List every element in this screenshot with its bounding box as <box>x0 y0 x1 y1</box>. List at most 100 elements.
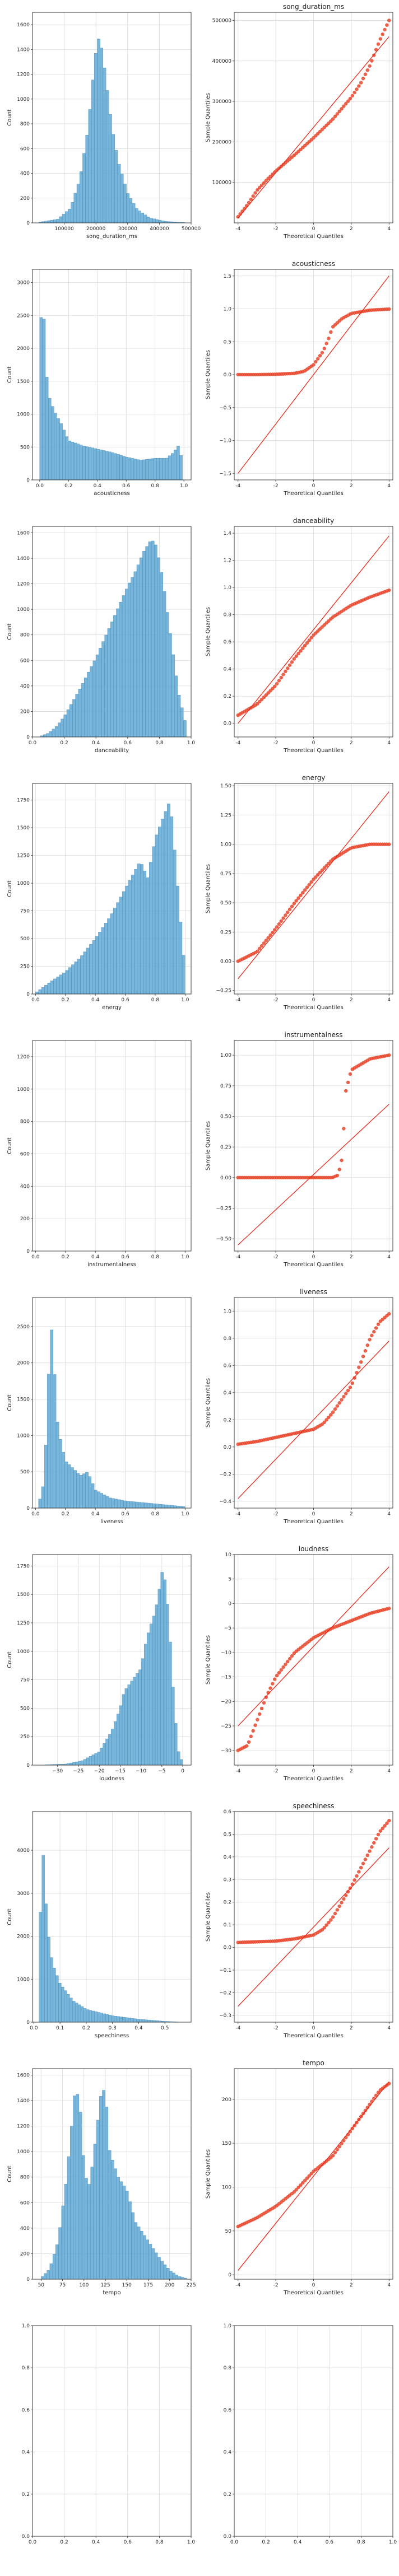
histogram-bar <box>174 675 178 737</box>
y-axis-label: Sample Quantiles <box>205 864 211 913</box>
histogram-bar <box>159 458 163 480</box>
x-tick-label: 2 <box>350 226 353 232</box>
histogram-bar <box>76 184 80 223</box>
histogram-bar <box>160 572 164 737</box>
histogram-bar <box>95 654 99 737</box>
qq-point <box>259 697 264 702</box>
x-tick-label: 0.6 <box>124 2540 132 2545</box>
qq-point <box>324 342 328 346</box>
y-tick-label: 1.0 <box>224 307 232 312</box>
y-tick-label: −10 <box>221 1650 231 1656</box>
plot-frame <box>32 1040 192 1252</box>
x-tick-label: 4 <box>387 1254 391 1260</box>
x-tick-label: 2 <box>350 740 353 746</box>
y-tick-label: 0.2 <box>224 2492 231 2498</box>
x-tick-label: 0.2 <box>64 483 72 489</box>
qq-point <box>277 922 281 926</box>
qq-point <box>368 1849 372 1853</box>
histogram-bar <box>160 1572 164 1765</box>
y-tick-label: 250 <box>20 964 30 970</box>
histogram-bar <box>129 1501 133 1508</box>
x-tick-label: −30 <box>52 1768 63 1774</box>
histogram-bar <box>112 134 115 223</box>
histogram-bar <box>61 2205 65 2279</box>
y-axis-label: Sample Quantiles <box>205 350 211 399</box>
qq-point <box>385 23 389 27</box>
y-axis-label: Count <box>7 1394 13 1411</box>
y-tick-label: −0.2 <box>219 1472 231 1477</box>
histogram-bar <box>107 918 111 994</box>
qq-point <box>381 1826 384 1831</box>
subplot-9: 0.0 0.2 0.4 0.6 0.8 1.0 0 200 400 600 800 1000 1200 i… <box>7 1040 192 1268</box>
plot-area <box>236 1053 391 1245</box>
x-tick-label: 4 <box>387 2026 391 2031</box>
qq-point <box>287 1656 292 1661</box>
y-tick-label: 800 <box>20 633 30 638</box>
y-tick-label: 1400 <box>17 47 30 53</box>
qq-point <box>327 337 331 340</box>
qq-point <box>365 68 369 72</box>
histogram-bar <box>94 53 98 223</box>
histogram-bar <box>138 211 141 223</box>
histogram-bar <box>86 2009 90 2022</box>
x-axis-label: acousticness <box>94 491 129 497</box>
histogram-bar <box>155 1504 159 1508</box>
qq-point <box>368 1338 372 1342</box>
histogram-bar <box>108 1734 112 1765</box>
histogram-bar <box>47 220 51 223</box>
histogram-bar <box>75 694 79 737</box>
histogram-bar <box>174 450 177 480</box>
x-tick-label: 0 <box>312 2026 316 2031</box>
histogram-bar <box>152 218 156 223</box>
qq-point <box>316 132 320 136</box>
qq-point <box>376 2090 381 2094</box>
x-tick-label: 125 <box>100 2283 110 2288</box>
histogram-bar <box>96 449 100 480</box>
histogram-bar <box>100 2013 103 2022</box>
histogram-bar <box>114 1721 117 1765</box>
histogram-bar <box>82 1473 86 1508</box>
y-tick-label: 0.8 <box>224 1336 232 1342</box>
x-tick-label: 0.0 <box>30 2026 38 2031</box>
x-axis-label: loudness <box>99 1776 124 1782</box>
histogram-bar <box>110 2159 114 2279</box>
qq-point <box>247 1740 251 1744</box>
y-tick-label: 500 <box>20 1706 30 1711</box>
plot-frame <box>32 1297 192 1509</box>
x-tick-label: 2 <box>350 2283 353 2288</box>
qq-point <box>314 134 318 138</box>
histogram-bar <box>116 1714 120 1765</box>
x-tick-label: 0.1 <box>56 2026 64 2031</box>
histogram-bar <box>71 202 74 223</box>
histogram-bar <box>81 683 85 737</box>
qq-point <box>290 660 294 664</box>
histogram-bar <box>52 729 55 737</box>
histogram-bar <box>131 875 134 994</box>
x-tick-label: 100000 <box>54 226 74 232</box>
histogram-bar <box>162 458 166 480</box>
y-tick-label: 0 <box>26 735 30 740</box>
qq-point <box>251 1729 255 1733</box>
qq-point <box>301 890 305 895</box>
y-tick-label: 200 <box>222 2097 231 2103</box>
plot-area <box>236 18 391 219</box>
qq-point <box>299 649 303 653</box>
qq-point <box>365 1853 369 1858</box>
x-tick-label: 400000 <box>150 226 169 232</box>
x-tick-label: -2 <box>273 483 279 489</box>
x-tick-label: 0 <box>312 2283 316 2288</box>
x-tick-label: 0.4 <box>91 997 100 1003</box>
histogram-bar <box>76 2094 80 2279</box>
x-tick-label: 4 <box>387 997 391 1003</box>
histogram-bar <box>59 974 63 994</box>
y-tick-label: 1600 <box>17 530 30 536</box>
y-axis-label: Count <box>7 1908 13 1925</box>
qq-point <box>370 1333 374 1337</box>
x-tick-label: 0 <box>181 1768 184 1774</box>
histogram-bar <box>131 2018 134 2022</box>
histogram-bar <box>47 1936 50 2022</box>
histogram-bar <box>136 564 140 737</box>
qq-point <box>272 928 277 932</box>
histogram-bar <box>155 834 159 994</box>
histogram-bar <box>49 2264 53 2279</box>
